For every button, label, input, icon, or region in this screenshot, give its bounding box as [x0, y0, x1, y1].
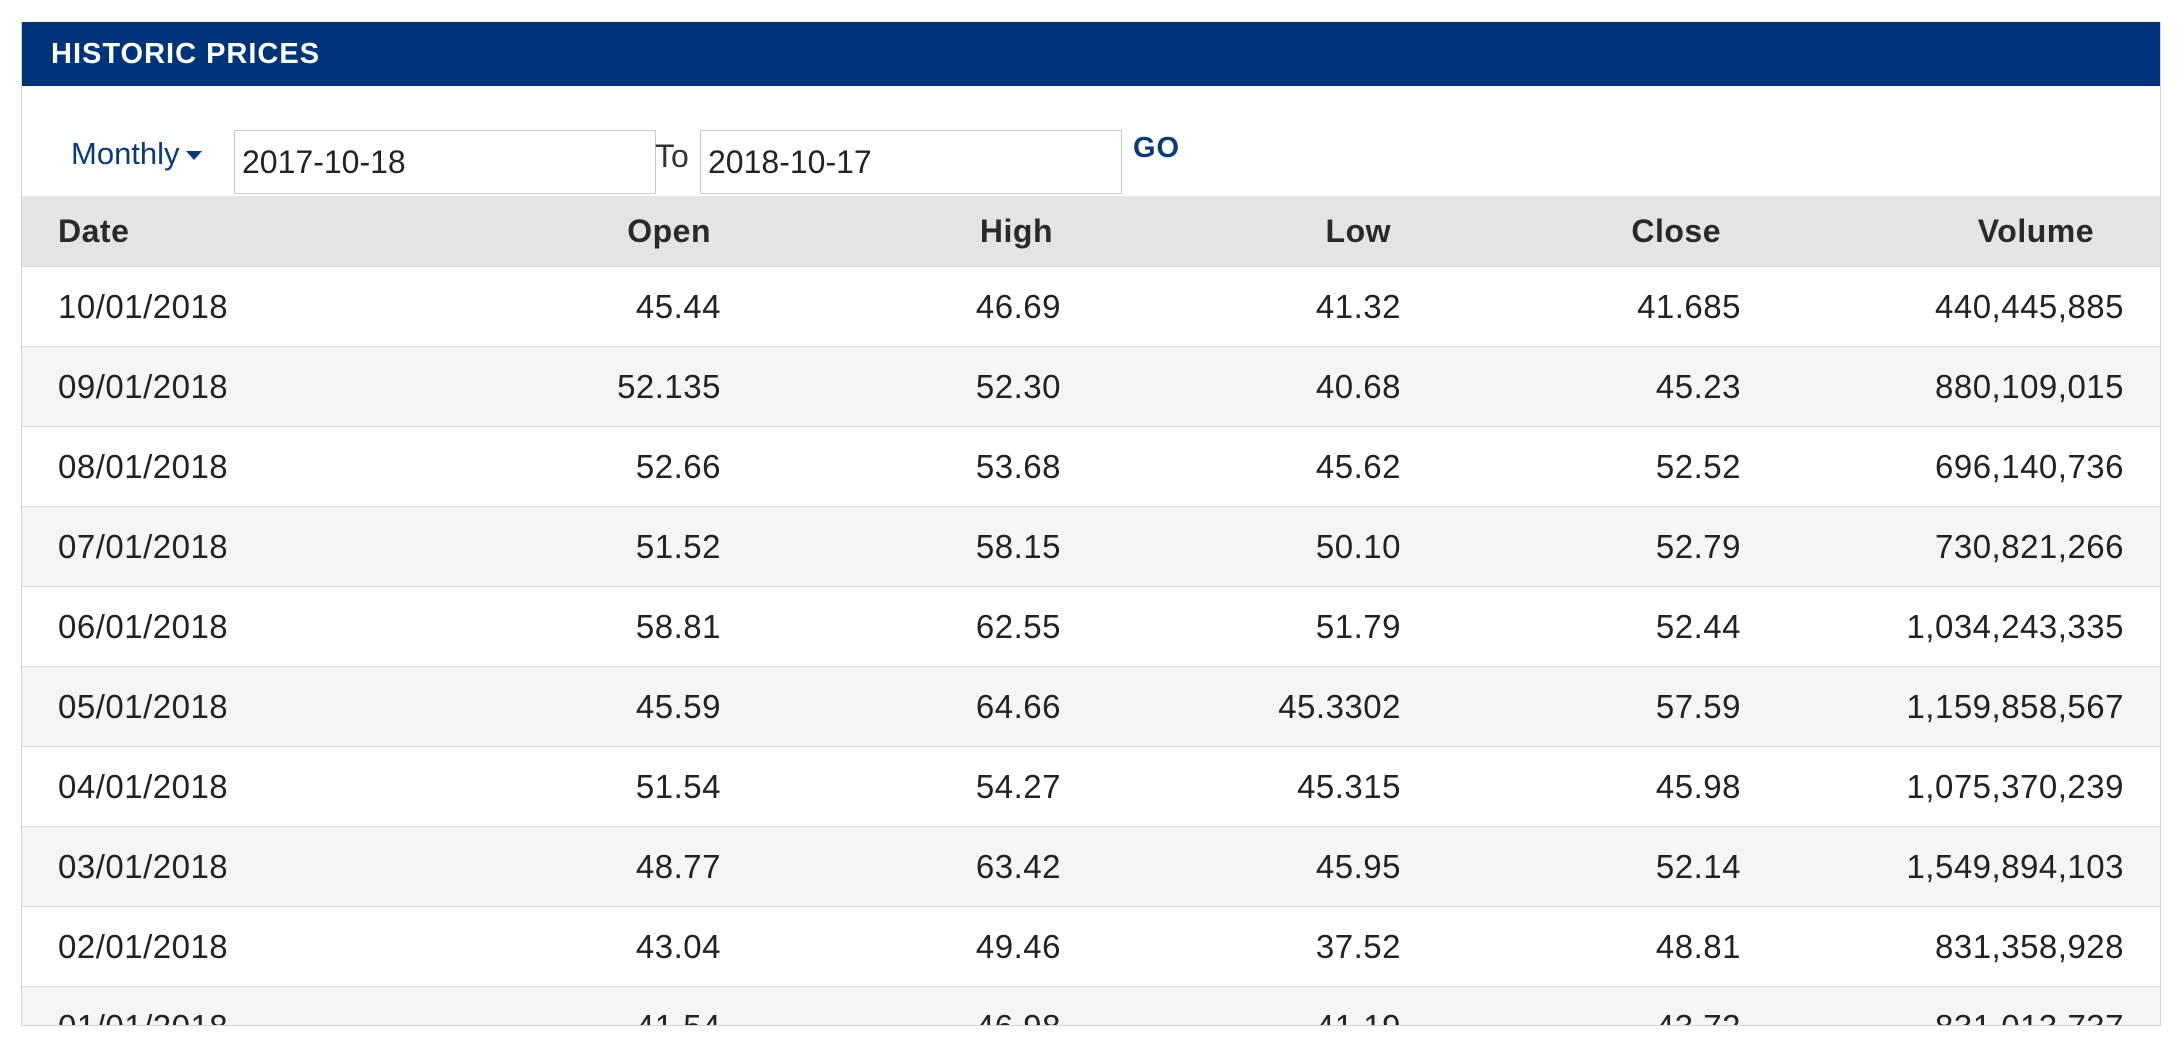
- cell-low: 40.68: [1069, 346, 1409, 427]
- cell-close: 52.44: [1409, 586, 1749, 667]
- cell-high: 53.68: [729, 426, 1069, 507]
- cell-high: 52.30: [729, 346, 1069, 427]
- column-header-volume[interactable]: Volume: [1749, 196, 2160, 267]
- cell-high: 63.42: [729, 826, 1069, 907]
- cell-open: 43.04: [327, 906, 729, 987]
- cell-low: 50.10: [1069, 506, 1409, 587]
- column-header-open[interactable]: Open: [327, 196, 729, 267]
- caret-down-icon: [185, 151, 202, 160]
- cell-close: 41.685: [1409, 266, 1749, 347]
- column-header-high[interactable]: High: [729, 196, 1069, 267]
- table-row: 06/01/2018 58.81 62.55 51.79 52.44 1,034,243,…: [22, 586, 2160, 667]
- cell-volume: 1,034,243,335: [1749, 586, 2160, 667]
- cell-date: 01/01/2018: [22, 986, 327, 1025]
- cell-open: 52.66: [327, 426, 729, 507]
- table-row: 04/01/2018 51.54 54.27 45.315 45.98 1,075,370…: [22, 746, 2160, 827]
- cell-high: 49.46: [729, 906, 1069, 987]
- table-row: 05/01/2018 45.59 64.66 45.3302 57.59 1,159,85…: [22, 666, 2160, 747]
- cell-volume: 1,159,858,567: [1749, 666, 2160, 747]
- period-dropdown[interactable]: Monthly: [71, 136, 202, 172]
- cell-low: 45.62: [1069, 426, 1409, 507]
- cell-volume: 880,109,015: [1749, 346, 2160, 427]
- column-header-low[interactable]: Low: [1069, 196, 1409, 267]
- cell-high: 54.27: [729, 746, 1069, 827]
- cell-date: 02/01/2018: [22, 906, 327, 987]
- cell-date: 10/01/2018: [22, 266, 327, 347]
- cell-volume: 1,075,370,239: [1749, 746, 2160, 827]
- table-row: 02/01/2018 43.04 49.46 37.52 48.81 831,358,92…: [22, 906, 2160, 987]
- cell-low: 41.19: [1069, 986, 1409, 1025]
- cell-volume: 440,445,885: [1749, 266, 2160, 347]
- cell-close: 52.52: [1409, 426, 1749, 507]
- cell-high: 62.55: [729, 586, 1069, 667]
- cell-open: 45.59: [327, 666, 729, 747]
- go-button[interactable]: GO: [1133, 132, 1181, 164]
- period-dropdown-label: Monthly: [71, 136, 180, 171]
- cell-low: 45.3302: [1069, 666, 1409, 747]
- cell-high: 64.66: [729, 666, 1069, 747]
- cell-date: 08/01/2018: [22, 426, 327, 507]
- cell-open: 58.81: [327, 586, 729, 667]
- cell-open: 45.44: [327, 266, 729, 347]
- cell-date: 06/01/2018: [22, 586, 327, 667]
- cell-high: 46.69: [729, 266, 1069, 347]
- cell-date: 05/01/2018: [22, 666, 327, 747]
- to-date-input[interactable]: [700, 130, 1122, 194]
- table-row: 03/01/2018 48.77 63.42 45.95 52.14 1,549,894,…: [22, 826, 2160, 907]
- table-row: 09/01/2018 52.135 52.30 40.68 45.23 880,109,0…: [22, 346, 2160, 427]
- widget-title: HISTORIC PRICES: [51, 38, 321, 70]
- cell-low: 45.95: [1069, 826, 1409, 907]
- cell-volume: 831,358,928: [1749, 906, 2160, 987]
- date-range-controls: Monthly To GO: [22, 86, 2160, 218]
- column-header-close[interactable]: Close: [1409, 196, 1749, 267]
- cell-open: 51.54: [327, 746, 729, 827]
- cell-low: 37.52: [1069, 906, 1409, 987]
- cell-close: 45.23: [1409, 346, 1749, 427]
- cell-open: 52.135: [327, 346, 729, 427]
- cell-close: 57.59: [1409, 666, 1749, 747]
- widget-header: HISTORIC PRICES: [22, 22, 2160, 86]
- cell-volume: 831,013,737: [1749, 986, 2160, 1025]
- cell-close: 52.79: [1409, 506, 1749, 587]
- column-header-date[interactable]: Date: [22, 196, 327, 267]
- cell-volume: 730,821,266: [1749, 506, 2160, 587]
- cell-volume: 696,140,736: [1749, 426, 2160, 507]
- table-row: 07/01/2018 51.52 58.15 50.10 52.79 730,821,26…: [22, 506, 2160, 587]
- cell-date: 07/01/2018: [22, 506, 327, 587]
- table-row: 10/01/2018 45.44 46.69 41.32 41.685 440,445,8…: [22, 266, 2160, 347]
- cell-close: 45.98: [1409, 746, 1749, 827]
- table-row: 08/01/2018 52.66 53.68 45.62 52.52 696,140,73…: [22, 426, 2160, 507]
- cell-open: 41.54: [327, 986, 729, 1025]
- prices-table: Date Open High Low Close Volume 10/01/20…: [22, 196, 2160, 1025]
- cell-open: 48.77: [327, 826, 729, 907]
- table-row: 01/01/2018 41.54 46.98 41.19 43.72 831,013,73…: [22, 986, 2160, 1025]
- cell-volume: 1,549,894,103: [1749, 826, 2160, 907]
- cell-high: 58.15: [729, 506, 1069, 587]
- cell-date: 09/01/2018: [22, 346, 327, 427]
- cell-date: 03/01/2018: [22, 826, 327, 907]
- from-date-input[interactable]: [234, 130, 656, 194]
- cell-high: 46.98: [729, 986, 1069, 1025]
- cell-date: 04/01/2018: [22, 746, 327, 827]
- cell-close: 48.81: [1409, 906, 1749, 987]
- cell-low: 45.315: [1069, 746, 1409, 827]
- to-label: To: [655, 138, 689, 174]
- cell-low: 51.79: [1069, 586, 1409, 667]
- table-header-row: Date Open High Low Close Volume: [22, 196, 2160, 267]
- historic-prices-widget: HISTORIC PRICES Monthly To GO Date Open …: [21, 22, 2161, 1026]
- cell-close: 43.72: [1409, 986, 1749, 1025]
- cell-open: 51.52: [327, 506, 729, 587]
- cell-close: 52.14: [1409, 826, 1749, 907]
- table-body: 10/01/2018 45.44 46.69 41.32 41.685 440,445,8…: [22, 266, 2160, 1025]
- cell-low: 41.32: [1069, 266, 1409, 347]
